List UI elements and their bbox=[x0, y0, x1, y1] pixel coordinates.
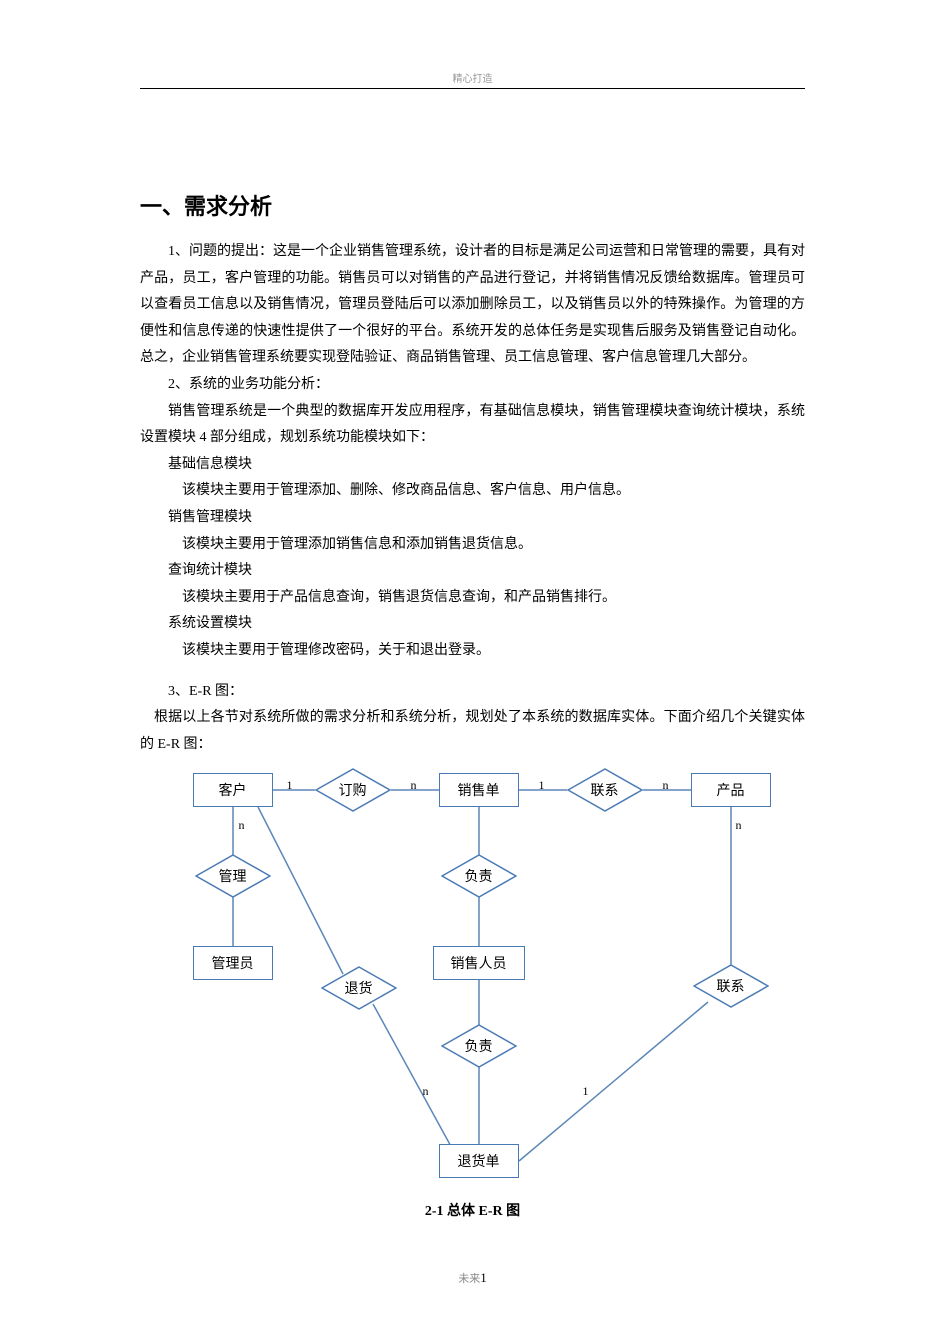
entity-customer: 客户 bbox=[193, 773, 273, 807]
cardinality-1c: 1 bbox=[583, 1084, 589, 1099]
module-3-body: 该模块主要用于产品信息查询，销售退货信息查询，和产品销售排行。 bbox=[140, 585, 805, 612]
module-3-title: 查询统计模块 bbox=[140, 558, 805, 585]
relation-resp-1: 负责 bbox=[441, 854, 517, 898]
paragraph-4: 3、E-R 图： bbox=[140, 679, 805, 706]
cardinality-1a: 1 bbox=[287, 778, 293, 793]
entity-salesorder: 销售单 bbox=[439, 773, 519, 807]
cardinality-nc: n bbox=[239, 818, 245, 833]
relation-return: 退货 bbox=[321, 966, 397, 1010]
paragraph-2: 2、系统的业务功能分析： bbox=[140, 372, 805, 399]
module-4-title: 系统设置模块 bbox=[140, 611, 805, 638]
entity-salesperson: 销售人员 bbox=[433, 946, 525, 980]
relation-link-2: 联系 bbox=[693, 964, 769, 1008]
cardinality-nd: n bbox=[736, 818, 742, 833]
cardinality-ne: n bbox=[423, 1084, 429, 1099]
document-page: 精心打造 一、需求分析 1、问题的提出：这是一个企业销售管理系统，设计者的目标是… bbox=[0, 0, 945, 1326]
module-1-title: 基础信息模块 bbox=[140, 452, 805, 479]
relation-order: 订购 bbox=[315, 768, 391, 812]
paragraph-1: 1、问题的提出：这是一个企业销售管理系统，设计者的目标是满足公司运营和日常管理的… bbox=[140, 239, 805, 372]
page-header-watermark: 精心打造 bbox=[140, 70, 805, 89]
cardinality-na: n bbox=[411, 778, 417, 793]
entity-product: 产品 bbox=[691, 773, 771, 807]
relation-manage: 管理 bbox=[195, 854, 271, 898]
diagram-caption: 2-1 总体 E-R 图 bbox=[140, 1200, 805, 1220]
paragraph-5: 根据以上各节对系统所做的需求分析和系统分析，规划处了本系统的数据库实体。下面介绍… bbox=[140, 705, 805, 758]
module-1-body: 该模块主要用于管理添加、删除、修改商品信息、客户信息、用户信息。 bbox=[140, 478, 805, 505]
body-text: 1、问题的提出：这是一个企业销售管理系统，设计者的目标是满足公司运营和日常管理的… bbox=[140, 239, 805, 758]
er-diagram: 客户 销售单 产品 管理员 销售人员 退货单 订购 联系 管理 负责 退货 联系 bbox=[143, 766, 803, 1196]
module-2-title: 销售管理模块 bbox=[140, 505, 805, 532]
page-footer: 未来1 bbox=[140, 1270, 805, 1286]
relation-resp-2: 负责 bbox=[441, 1024, 517, 1068]
module-2-body: 该模块主要用于管理添加销售信息和添加销售退货信息。 bbox=[140, 532, 805, 559]
footer-page-number: 1 bbox=[480, 1270, 487, 1285]
cardinality-nb: n bbox=[663, 778, 669, 793]
entity-admin: 管理员 bbox=[193, 946, 273, 980]
paragraph-3: 销售管理系统是一个典型的数据库开发应用程序，有基础信息模块，销售管理模块查询统计… bbox=[140, 399, 805, 452]
section-title: 一、需求分析 bbox=[140, 189, 805, 221]
module-4-body: 该模块主要用于管理修改密码，关于和退出登录。 bbox=[140, 638, 805, 665]
footer-prefix: 未来 bbox=[458, 1273, 480, 1285]
cardinality-1b: 1 bbox=[539, 778, 545, 793]
relation-link-1: 联系 bbox=[567, 768, 643, 812]
entity-returnorder: 退货单 bbox=[439, 1144, 519, 1178]
